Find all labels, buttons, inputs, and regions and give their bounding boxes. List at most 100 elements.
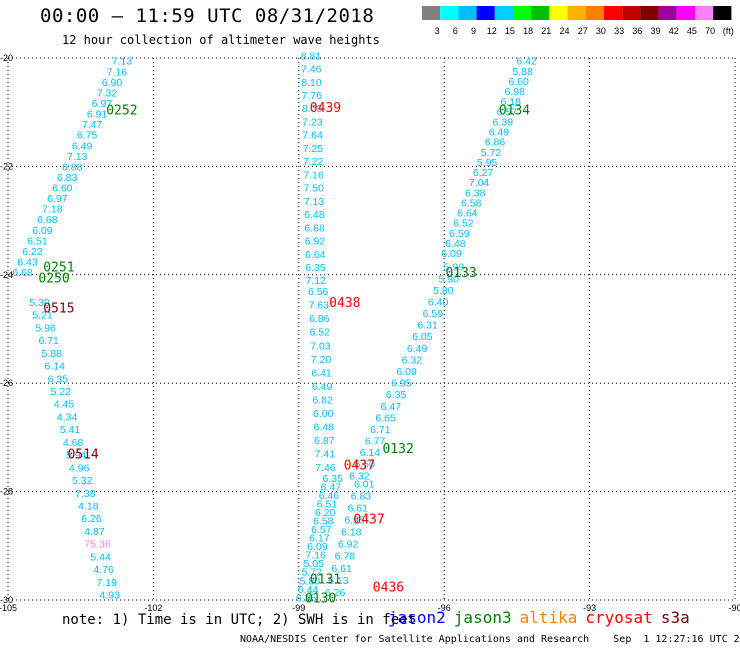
- track: 7.137.166.907.326.976.917.476.756.497.13…: [12, 56, 132, 279]
- wave-height-value: 7.46: [301, 64, 322, 76]
- wave-height-value: 7.16: [107, 66, 128, 78]
- wave-height-value: 7.12: [306, 275, 327, 287]
- pass-label: 0437: [353, 513, 384, 528]
- wave-height-value: 5.41: [60, 424, 81, 436]
- wave-height-value: 6.27: [473, 167, 494, 179]
- satellite-name-s3a: s3a: [660, 608, 690, 627]
- footer-note: note: 1) Time is in UTC; 2) SWH is in fe…: [62, 612, 417, 628]
- wave-height-value: 6.39: [493, 116, 514, 128]
- color-scale-label: 27: [578, 26, 588, 36]
- color-scale-labels: 3 6 9 12 15 18 21 24 27 30 33 36 39 42 45 70 (ft): [435, 26, 734, 36]
- wave-height-value: 5.80: [300, 575, 321, 587]
- wave-height-value: 4.34: [57, 411, 78, 423]
- pass-label: 0131: [310, 572, 341, 587]
- wave-height-value: 6.32: [402, 354, 423, 366]
- pass-label: 0438: [329, 296, 360, 311]
- y-tick-label: -24: [0, 270, 13, 280]
- wave-height-value: 6.88: [62, 161, 83, 173]
- wave-height-value: 6.59: [423, 308, 444, 320]
- wave-height-value: 6.20: [315, 507, 336, 519]
- wave-height-value: 5.88: [512, 66, 533, 78]
- color-swatch: [549, 6, 568, 20]
- wave-height-value: 4.93: [100, 590, 121, 602]
- wave-height-value: 4.18: [78, 501, 99, 513]
- wave-height-value: 4.76: [93, 564, 114, 576]
- color-swatch: [676, 6, 695, 20]
- wave-height-value: 6.49: [72, 140, 93, 152]
- wave-height-value: 8.81: [301, 50, 322, 62]
- wave-height-value: 6.35: [305, 262, 326, 274]
- wave-height-value: 5.99: [444, 262, 465, 274]
- pass-label: 0132: [383, 442, 414, 457]
- color-swatch: [494, 6, 513, 20]
- color-scale-label: 18: [523, 26, 533, 36]
- wave-height-value: 7.46: [315, 462, 336, 474]
- wave-height-value: 7.23: [302, 116, 323, 128]
- wave-height-value: 5.88: [42, 348, 63, 360]
- color-swatch: [622, 6, 641, 20]
- track: 8.81 7.468.107.768.037.23 7.647.257.227.16…: [301, 50, 326, 287]
- wave-height-value: 6.59: [449, 228, 470, 240]
- color-scale-label: (ft): [723, 26, 734, 36]
- wave-height-value: 6.97: [92, 98, 113, 110]
- color-scale-label: 36: [632, 26, 642, 36]
- wave-height-value: 6.75: [77, 130, 98, 142]
- track: 6.56 7.636.86 6.527.03 7.206.41 6.496.82 6.00…: [308, 286, 336, 474]
- color-scale-label: 42: [669, 26, 679, 36]
- wave-height-value: 6.47: [321, 482, 342, 494]
- satellite-name-cryosat: cryosat: [585, 608, 653, 627]
- wave-height-value: 6.57: [311, 524, 332, 536]
- wave-height-value: 7.03: [310, 340, 331, 352]
- wave-height-value: 6.17: [309, 533, 330, 545]
- chart-title: 00:00 – 11:59 UTC 08/31/2018: [40, 5, 375, 27]
- wave-height-value: 6.91: [87, 109, 108, 121]
- color-scale-label: 12: [487, 26, 497, 36]
- pass-label: 0437: [344, 459, 375, 474]
- wave-height-value: 4.45: [54, 399, 75, 411]
- wave-height-value: 6.65: [375, 412, 396, 424]
- color-scale-label: 6: [453, 26, 458, 36]
- wave-height-value: 6.92: [305, 236, 326, 248]
- wave-height-value: 6.68: [304, 222, 325, 234]
- wave-height-value: 6.95: [391, 378, 412, 390]
- color-scale-label: 33: [614, 26, 624, 36]
- wave-height-value: 6.51: [317, 499, 338, 511]
- color-swatch: [695, 6, 714, 20]
- wave-height-value: 5.44: [90, 551, 111, 563]
- color-swatch: [567, 6, 586, 20]
- wave-height-value: 6.26: [325, 587, 346, 599]
- wave-height-value: 6.49: [407, 343, 428, 355]
- wave-height-value: 6.58: [313, 516, 334, 528]
- wave-height-value: 6.95: [344, 515, 365, 527]
- color-swatch: [713, 6, 732, 20]
- color-swatch: [422, 6, 441, 20]
- pass-label: 0130: [305, 591, 336, 606]
- wave-height-value: 5.72: [302, 567, 323, 579]
- wave-height-value: 6.35: [323, 473, 344, 485]
- pass-label: 0251: [43, 261, 74, 276]
- track: 5.995.905.806.406.596.316.056.496.326.09…: [349, 262, 464, 483]
- wave-height-value: 6.78: [335, 551, 356, 563]
- wave-height-value: 8.03: [302, 103, 323, 115]
- wave-height-value: 6.52: [453, 218, 474, 230]
- wave-height-value: 5.96: [35, 322, 56, 334]
- wave-height-value: 6.47: [381, 401, 402, 413]
- y-tick-label: -26: [0, 378, 13, 388]
- wave-height-value: 7.64: [302, 130, 323, 142]
- pass-label: 0436: [373, 580, 404, 595]
- x-tick-label: -90: [728, 603, 740, 612]
- wave-height-value: 6.61: [331, 563, 352, 575]
- track: 6.016.836.616.956.186.926.786.616.136.26: [325, 478, 375, 598]
- wave-height-value: 6.31: [417, 320, 438, 332]
- pass-label: 0439: [310, 101, 341, 116]
- wave-height-value: 6.83: [351, 491, 372, 503]
- wave-height-value: 7.13: [304, 196, 325, 208]
- color-scale-label: 9: [471, 26, 476, 36]
- credit-line: NOAA/NESDIS Center for Satellite Applica…: [240, 634, 740, 645]
- wave-height-value: 6.05: [412, 331, 433, 343]
- wave-height-value: 6.22: [22, 246, 43, 258]
- color-swatch: [585, 6, 604, 20]
- track: 6.425.886.606.986.186.576.396.496.865.72…: [441, 56, 537, 260]
- wave-height-value: 5.80: [433, 285, 454, 297]
- wave-height-value: 7.76: [302, 90, 323, 102]
